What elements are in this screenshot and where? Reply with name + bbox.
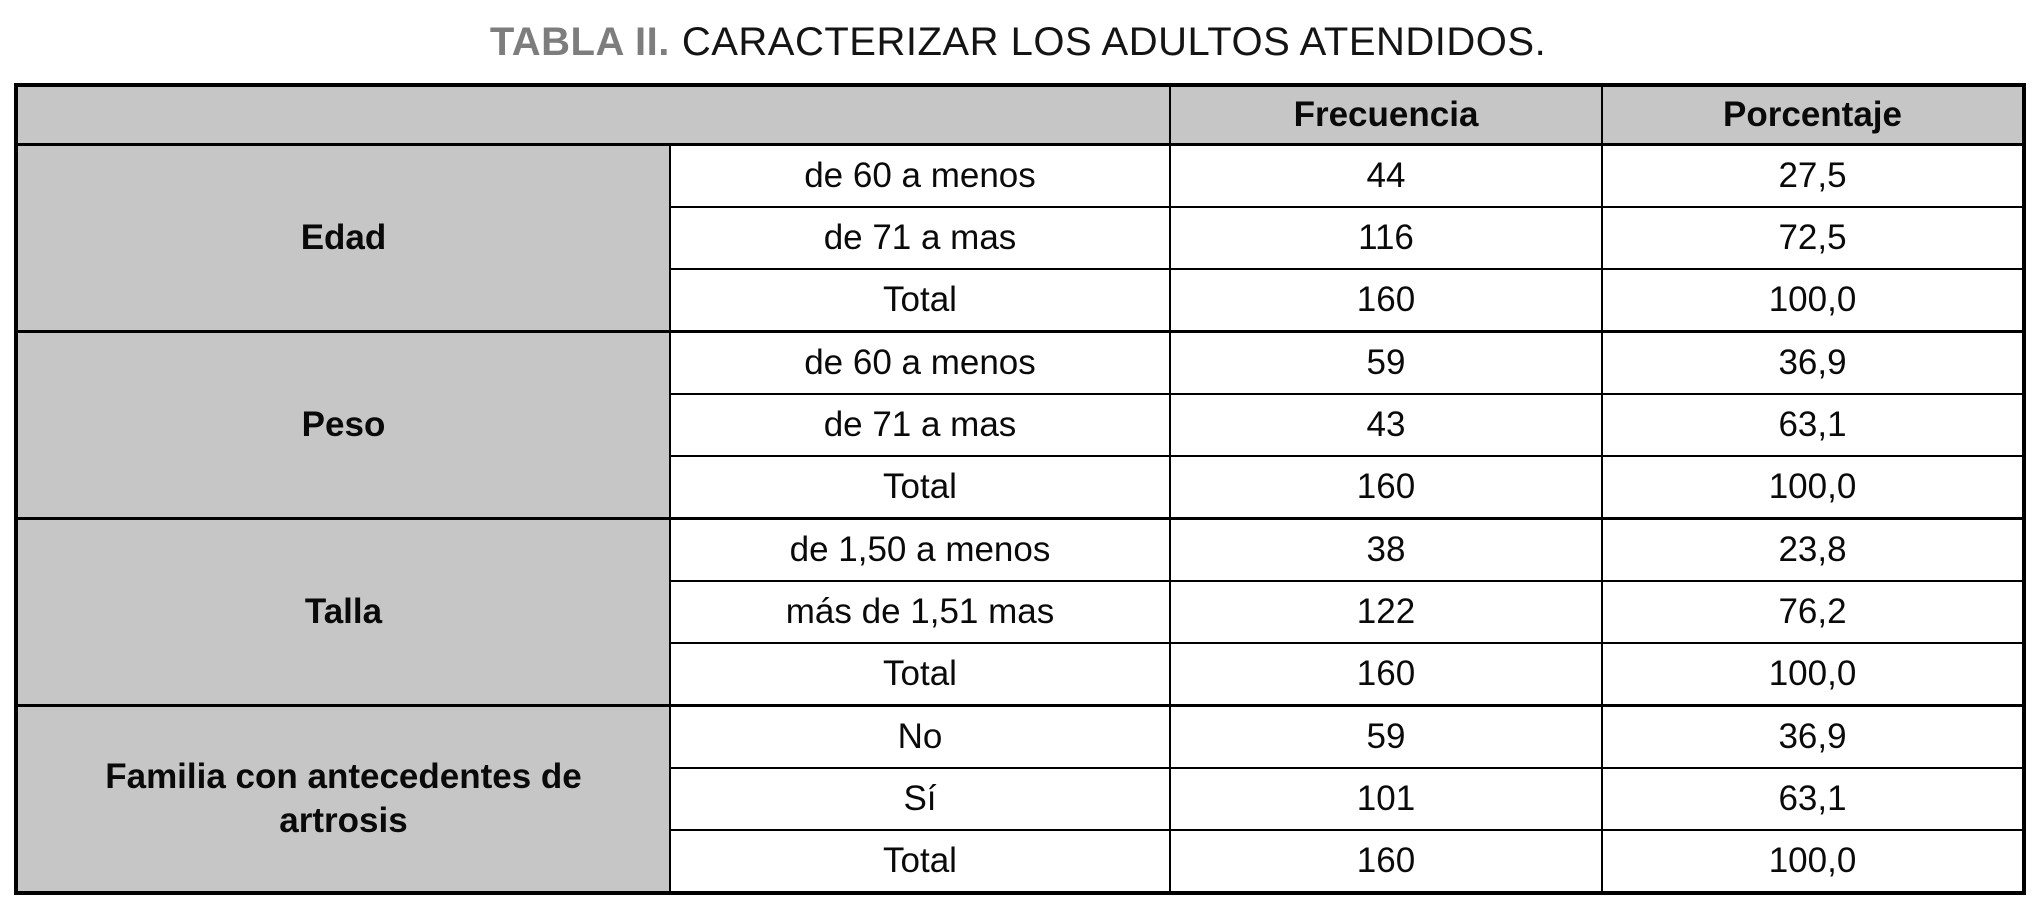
subcategory-cell: de 71 a mas: [669, 206, 1171, 270]
category-label: Peso: [301, 405, 386, 445]
header-cell-porcentaje: Porcentaje: [1601, 84, 2025, 146]
header-cell-empty: [15, 84, 1171, 146]
table-row: Total 160 100,0: [16, 455, 2025, 520]
frecuencia-cell: 116: [1169, 206, 1603, 270]
header-row: Frecuencia Porcentaje: [15, 84, 2025, 146]
table-row: Total 160 100,0: [16, 829, 2025, 894]
category-label: Familia con antecedentes de artrosis: [105, 757, 582, 840]
subcategory-cell: Total: [669, 642, 1171, 707]
table-caption-text: CARACTERIZAR LOS ADULTOS ATENDIDOS.: [681, 20, 1547, 64]
category-cell-edad: Edad: [15, 143, 671, 333]
subcategory-cell: Total: [669, 455, 1171, 520]
porcentaje-cell: 27,5: [1601, 143, 2025, 208]
category-cell-peso: Peso: [15, 330, 671, 520]
frecuencia-cell: 43: [1169, 393, 1603, 457]
subcategory-cell: de 71 a mas: [669, 393, 1171, 457]
category-cell-familia: Familia con antecedentes de artrosis: [15, 704, 671, 894]
subcategory-cell: Total: [669, 829, 1171, 894]
porcentaje-cell: 100,0: [1601, 642, 2025, 707]
porcentaje-cell: 76,2: [1601, 580, 2025, 644]
table-row: de 71 a mas 116 72,5: [16, 206, 2025, 270]
porcentaje-cell: 63,1: [1601, 393, 2025, 457]
frecuencia-cell: 44: [1169, 143, 1603, 208]
table-row: Peso de 60 a menos 59 36,9: [15, 330, 2025, 520]
frecuencia-cell: 101: [1169, 767, 1603, 831]
table-row: Total 160 100,0: [16, 642, 2025, 707]
subcategory-cell: de 60 a menos: [669, 143, 1171, 208]
table-row: Familia con antecedentes de artrosis No …: [15, 704, 2025, 894]
frecuencia-cell: 59: [1169, 330, 1603, 395]
subcategory-cell: No: [669, 704, 1171, 769]
porcentaje-cell: 72,5: [1601, 206, 2025, 270]
data-table: Frecuencia Porcentaje Edad de 60 a menos…: [14, 83, 2026, 895]
subcategory-cell: de 1,50 a menos: [669, 517, 1171, 582]
table-row: Edad de 60 a menos 44 27,5: [15, 143, 2025, 333]
table-caption: TABLA II. CARACTERIZAR LOS ADULTOS ATENDI…: [14, 20, 2022, 65]
frecuencia-cell: 38: [1169, 517, 1603, 582]
table-row: Total 160 100,0: [16, 268, 2025, 333]
frecuencia-cell: 59: [1169, 704, 1603, 769]
table-row: de 71 a mas 43 63,1: [16, 393, 2025, 457]
porcentaje-cell: 100,0: [1601, 829, 2025, 894]
category-cell-talla: Talla: [15, 517, 671, 707]
porcentaje-cell: 36,9: [1601, 704, 2025, 769]
porcentaje-cell: 100,0: [1601, 455, 2025, 520]
porcentaje-cell: 63,1: [1601, 767, 2025, 831]
table-row: más de 1,51 mas 122 76,2: [16, 580, 2025, 644]
subcategory-cell: de 60 a menos: [669, 330, 1171, 395]
subcategory-cell: más de 1,51 mas: [669, 580, 1171, 644]
frecuencia-cell: 122: [1169, 580, 1603, 644]
header-cell-frecuencia: Frecuencia: [1169, 84, 1603, 146]
category-label: Edad: [300, 218, 387, 258]
porcentaje-cell: 36,9: [1601, 330, 2025, 395]
table-row: Talla de 1,50 a menos 38 23,8: [15, 517, 2025, 707]
porcentaje-cell: 23,8: [1601, 517, 2025, 582]
porcentaje-cell: 100,0: [1601, 268, 2025, 333]
frecuencia-cell: 160: [1169, 642, 1603, 707]
subcategory-cell: Sí: [669, 767, 1171, 831]
table-row: Sí 101 63,1: [16, 767, 2025, 831]
frecuencia-cell: 160: [1169, 829, 1603, 894]
subcategory-cell: Total: [669, 268, 1171, 333]
frecuencia-cell: 160: [1169, 455, 1603, 520]
frecuencia-cell: 160: [1169, 268, 1603, 333]
table-caption-number: TABLA II.: [489, 20, 670, 64]
category-label: Talla: [304, 592, 383, 632]
